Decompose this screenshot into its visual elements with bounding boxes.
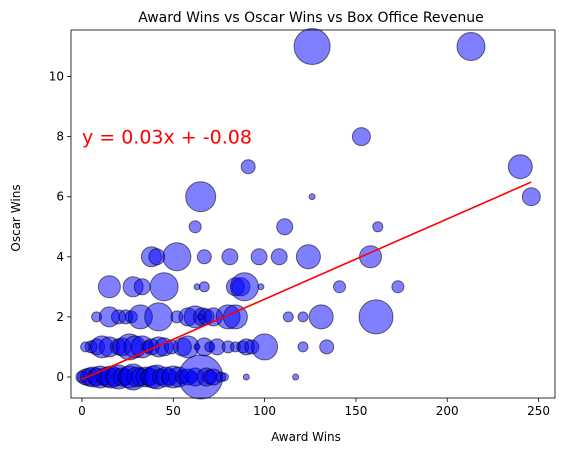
data-point-116: [219, 372, 229, 382]
data-point-50: [358, 299, 394, 335]
data-point-28: [257, 283, 265, 291]
regression-line: [81, 181, 532, 381]
data-point-20: [97, 275, 121, 299]
data-point-23: [149, 272, 179, 302]
data-point-1: [456, 32, 486, 61]
data-point-79: [319, 339, 335, 355]
y-tick-label-8: 8: [56, 130, 64, 144]
data-point-117: [242, 373, 250, 381]
data-point-10: [372, 221, 384, 233]
data-point-27: [230, 272, 259, 302]
data-point-6: [185, 181, 217, 213]
data-point-31: [193, 283, 201, 291]
regression-layer: [81, 181, 532, 381]
y-tick-label-2: 2: [56, 310, 64, 324]
x-axis-label: Award Wins: [271, 430, 341, 444]
axes: 0 50 100 150 200 250 0 2 4 6 8 10: [49, 29, 556, 418]
data-point-15: [221, 248, 239, 266]
regression-equation: y = 0.03x + -0.08: [82, 127, 252, 149]
data-point-4: [351, 127, 371, 147]
data-point-3: [521, 187, 541, 207]
data-point-13: [162, 242, 192, 272]
data-point-2: [507, 154, 533, 180]
data-point-77: [251, 333, 279, 361]
x-tick-label-200: 200: [436, 404, 459, 418]
x-tick-label-250: 250: [527, 404, 550, 418]
data-point-22: [133, 278, 151, 296]
data-point-17: [270, 248, 288, 266]
x-tick-label-100: 100: [253, 404, 276, 418]
x-tick-label-150: 150: [344, 404, 367, 418]
x-tick-label-0: 0: [78, 404, 86, 418]
data-points: [75, 28, 541, 400]
y-tick-label-10: 10: [49, 70, 64, 84]
data-point-24: [198, 281, 210, 293]
data-point-29: [333, 280, 346, 294]
chart-title: Award Wins vs Oscar Wins vs Box Office R…: [138, 10, 484, 26]
data-point-38: [144, 302, 174, 332]
data-point-51: [197, 313, 205, 321]
y-tick-label-6: 6: [56, 190, 64, 204]
y-tick-label-4: 4: [56, 250, 64, 264]
data-point-16: [250, 248, 268, 266]
data-point-8: [188, 220, 202, 234]
data-point-14: [196, 249, 212, 265]
data-point-78: [297, 341, 309, 353]
data-point-18: [295, 244, 321, 270]
data-point-5: [240, 159, 256, 175]
data-point-48: [297, 311, 309, 323]
data-point-49: [308, 304, 334, 330]
data-point-9: [276, 218, 294, 236]
data-point-118: [292, 373, 300, 381]
x-tick-label-50: 50: [166, 404, 181, 418]
data-point-7: [308, 193, 316, 201]
data-point-0: [293, 28, 331, 65]
data-point-80: [80, 341, 92, 353]
data-point-30: [391, 280, 405, 294]
y-tick-label-0: 0: [56, 370, 64, 384]
y-axis-label: Oscar Wins: [9, 184, 23, 251]
data-point-47: [282, 311, 294, 323]
plot-frame: [70, 29, 556, 399]
